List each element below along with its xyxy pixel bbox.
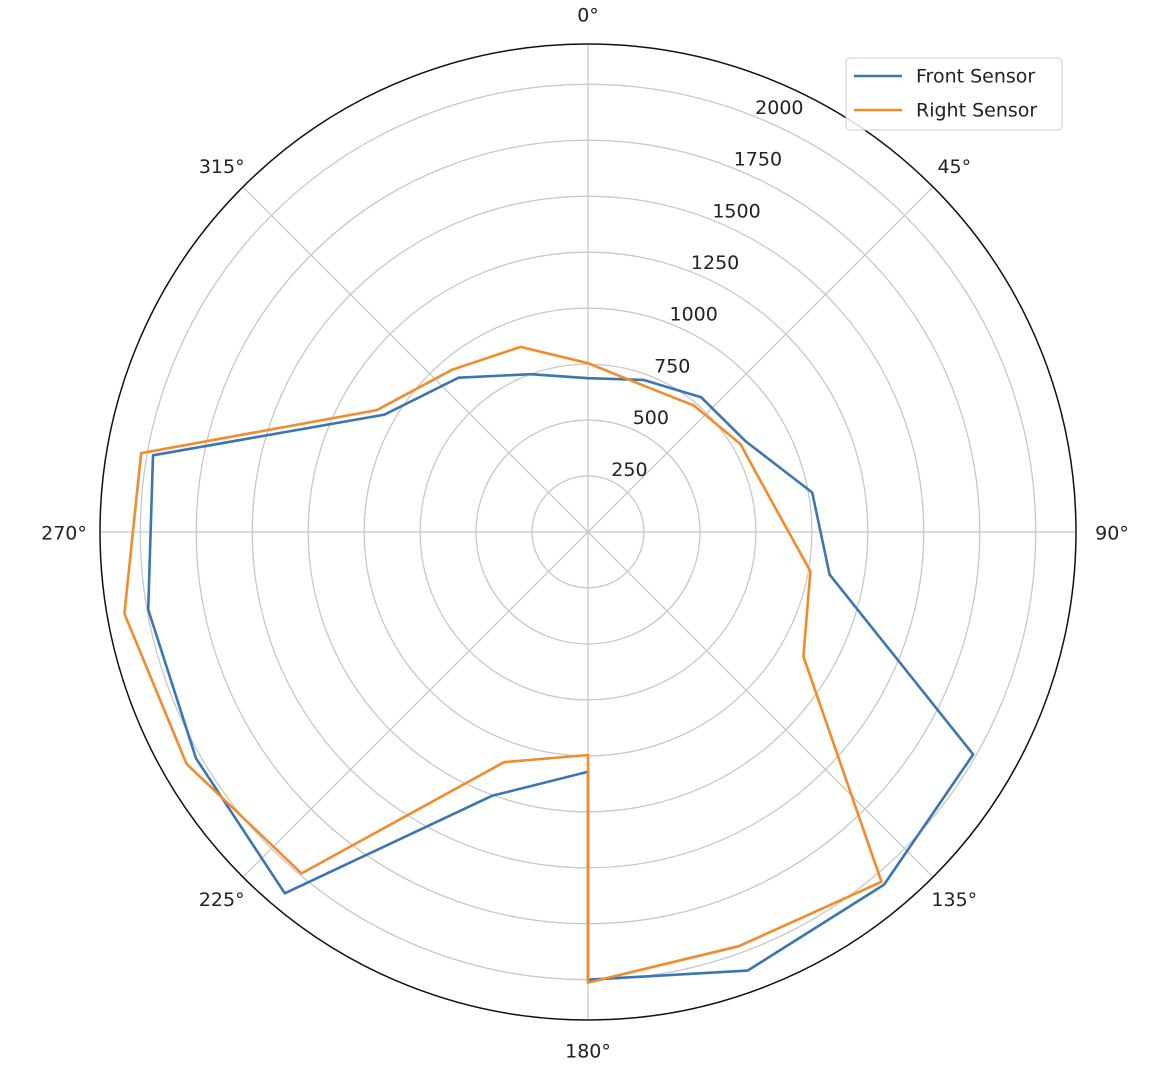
y-tick-label: 1500 (712, 200, 760, 222)
x-tick-label: 90° (1095, 523, 1129, 545)
x-tick-label: 135° (931, 889, 977, 911)
x-tick-label: 270° (41, 523, 87, 545)
polar-frame (99, 43, 1077, 1021)
y-tick-label: 250 (611, 459, 647, 481)
y-tick-label: 2000 (755, 97, 803, 119)
series-line (146, 372, 975, 981)
y-tick-label: 1750 (734, 149, 782, 171)
grid-spoke (587, 186, 934, 533)
y-tick-label: 1250 (691, 252, 739, 274)
grid-spoke (242, 531, 589, 878)
x-tick-label: 0° (577, 5, 599, 27)
legend-label: Front Sensor (916, 66, 1035, 88)
series-line (123, 345, 883, 984)
legend: Front Sensor Right Sensor (845, 57, 1063, 131)
x-tick-label: 315° (199, 156, 245, 178)
x-tick-label: 45° (937, 156, 971, 178)
x-tick-label: 225° (199, 889, 245, 911)
y-tick-label: 750 (654, 355, 690, 377)
grid-spoke (587, 531, 934, 878)
y-tick-label: 1000 (669, 304, 717, 326)
grid-spoke (242, 186, 589, 533)
legend-label: Right Sensor (916, 100, 1037, 122)
y-tick-label: 500 (633, 407, 669, 429)
x-tick-label: 180° (565, 1041, 611, 1063)
